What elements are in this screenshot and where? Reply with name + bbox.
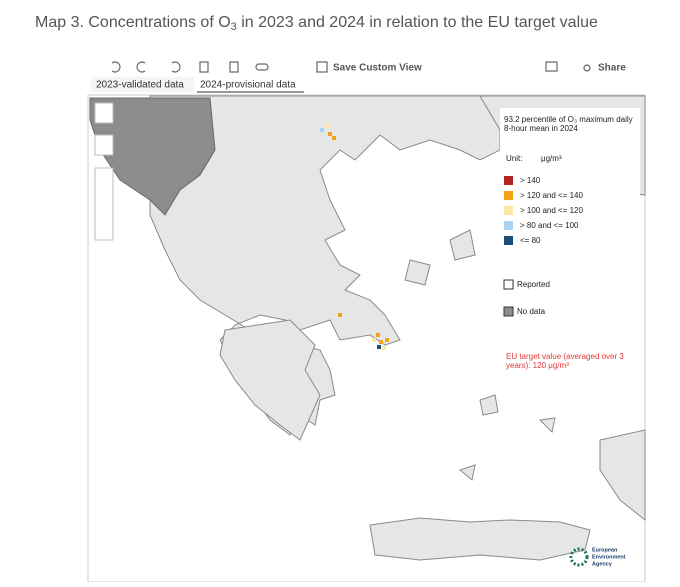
share-button[interactable]: Share: [598, 63, 626, 74]
tab[interactable]: 2023-validated data: [96, 80, 184, 91]
unit: μg/m³: [541, 154, 562, 163]
legend: 93.2 percentile of O₃ maximum daily 8-ho…: [500, 108, 640, 378]
toolbar: [111, 61, 591, 73]
save-view-button[interactable]: Save Custom View: [333, 63, 422, 74]
tab-bg: [91, 77, 194, 92]
legend-label: > 120 and <= 140: [520, 191, 584, 200]
legend-label: <= 80: [520, 236, 541, 245]
logo: European Environment Agency: [569, 547, 626, 567]
legend-swatch: [504, 221, 513, 230]
target-note: years): 120 μg/m³: [506, 361, 569, 370]
legend-label: > 100 and <= 120: [520, 206, 584, 215]
logo-text: Environment: [592, 554, 626, 560]
legend-label: No data: [517, 307, 546, 316]
legend-label: Reported: [517, 280, 550, 289]
legend-label: > 80 and <= 100: [520, 221, 579, 230]
legend-swatch: [504, 206, 513, 215]
legend-title: 8-hour mean in 2024: [504, 124, 578, 133]
legend-swatch: [504, 191, 513, 200]
logo-text: European: [592, 547, 618, 553]
legend-swatch: [504, 176, 513, 185]
logo-text: Agency: [592, 561, 613, 567]
legend-label: > 140: [520, 176, 541, 185]
legend-title: 93.2 percentile of O₃ maximum daily: [504, 115, 633, 124]
target-note: EU target value (averaged over 3: [506, 352, 624, 361]
unit-label: Unit:: [506, 154, 522, 163]
legend-swatch: [504, 236, 513, 245]
page-title: Map 3. Concentrations of O3 in 2023 and …: [35, 14, 598, 33]
tab[interactable]: 2024-provisional data: [200, 80, 296, 91]
